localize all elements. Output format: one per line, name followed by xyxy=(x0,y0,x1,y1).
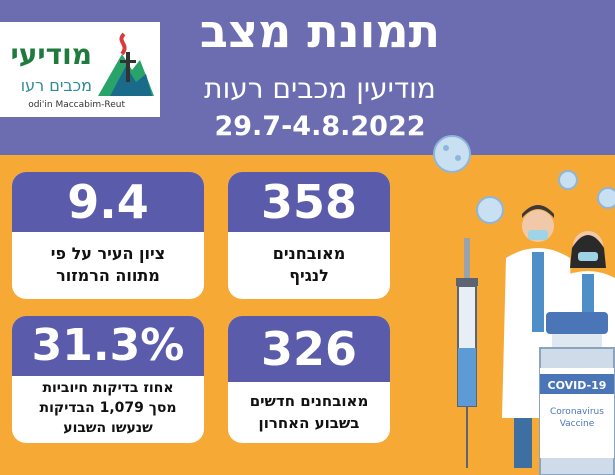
vaccine-vial-icon xyxy=(539,312,615,475)
vial-name-line2: Vaccine xyxy=(560,419,595,429)
city-score-card: 9.4 ציון העיר על פי מתווה הרמזור xyxy=(12,172,204,299)
active-cases-number: 358 xyxy=(228,172,390,232)
virus-icon xyxy=(476,196,504,224)
page-title: תמונת מצב xyxy=(199,4,441,58)
new-cases-label-line2: בשבוע האחרון xyxy=(258,414,360,432)
city-score-label-line2: מתווה הרמזור xyxy=(56,266,160,285)
new-cases-card: 326 מאובחנים חדשים בשבוע האחרון xyxy=(228,316,390,443)
positive-rate-label-line3: שנעשו השבוע xyxy=(63,420,153,436)
city-score-label-line1: ציון העיר על פי xyxy=(50,244,166,263)
active-cases-card: 358 מאובחנים לנגיף xyxy=(228,172,390,299)
positive-rate-label-line2: מסך 1,079 הבדיקות xyxy=(39,400,177,416)
vial-name-line1: Coronavirus xyxy=(550,407,604,417)
logo-english: odi'in Maccabim-Reut xyxy=(28,100,125,110)
city-logo: מודיעי מכבים רעו odi'in Maccabim-Reut xyxy=(0,22,160,117)
city-score-number: 9.4 xyxy=(12,172,204,232)
logo-subtitle: מכבים רעו xyxy=(20,76,92,95)
date-range: 29.7-4.8.2022 xyxy=(214,111,426,142)
new-cases-number: 326 xyxy=(228,316,390,382)
active-cases-label-line2: לנגיף xyxy=(289,266,329,285)
vial-brand-label: COVID-19 xyxy=(548,379,607,392)
active-cases-label-line1: מאובחנים xyxy=(272,244,346,263)
positive-rate-card: 31.3% אחוז בדיקות חיוביות מסך 1,079 הבדי… xyxy=(12,316,204,443)
virus-icon xyxy=(433,135,471,173)
positive-rate-label-line1: אחוז בדיקות חיוביות xyxy=(42,380,174,396)
virus-icon xyxy=(597,187,615,209)
medical-illustration: COVID-19 Coronavirus Vaccine xyxy=(433,135,615,475)
logo-name: מודיעי xyxy=(10,38,92,71)
new-cases-label-line1: מאובחנים חדשים xyxy=(249,392,369,410)
positive-rate-number: 31.3% xyxy=(12,316,204,376)
city-name: מודיעין מכבים רעות xyxy=(204,72,436,105)
virus-icon xyxy=(558,170,578,190)
logo-mark-icon xyxy=(98,32,154,96)
syringe-icon xyxy=(456,238,478,468)
